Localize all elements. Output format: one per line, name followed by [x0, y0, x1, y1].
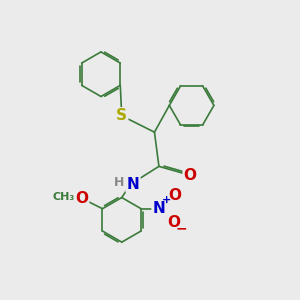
Text: O: O [75, 191, 88, 206]
Text: O: O [184, 168, 196, 183]
Text: O: O [167, 215, 180, 230]
Text: H: H [114, 176, 124, 189]
Text: N: N [127, 177, 140, 192]
Text: O: O [169, 188, 182, 203]
Text: N: N [152, 201, 165, 216]
Text: CH₃: CH₃ [52, 192, 74, 202]
Text: S: S [116, 108, 127, 123]
Text: −: − [176, 221, 188, 235]
Text: +: + [162, 195, 171, 206]
